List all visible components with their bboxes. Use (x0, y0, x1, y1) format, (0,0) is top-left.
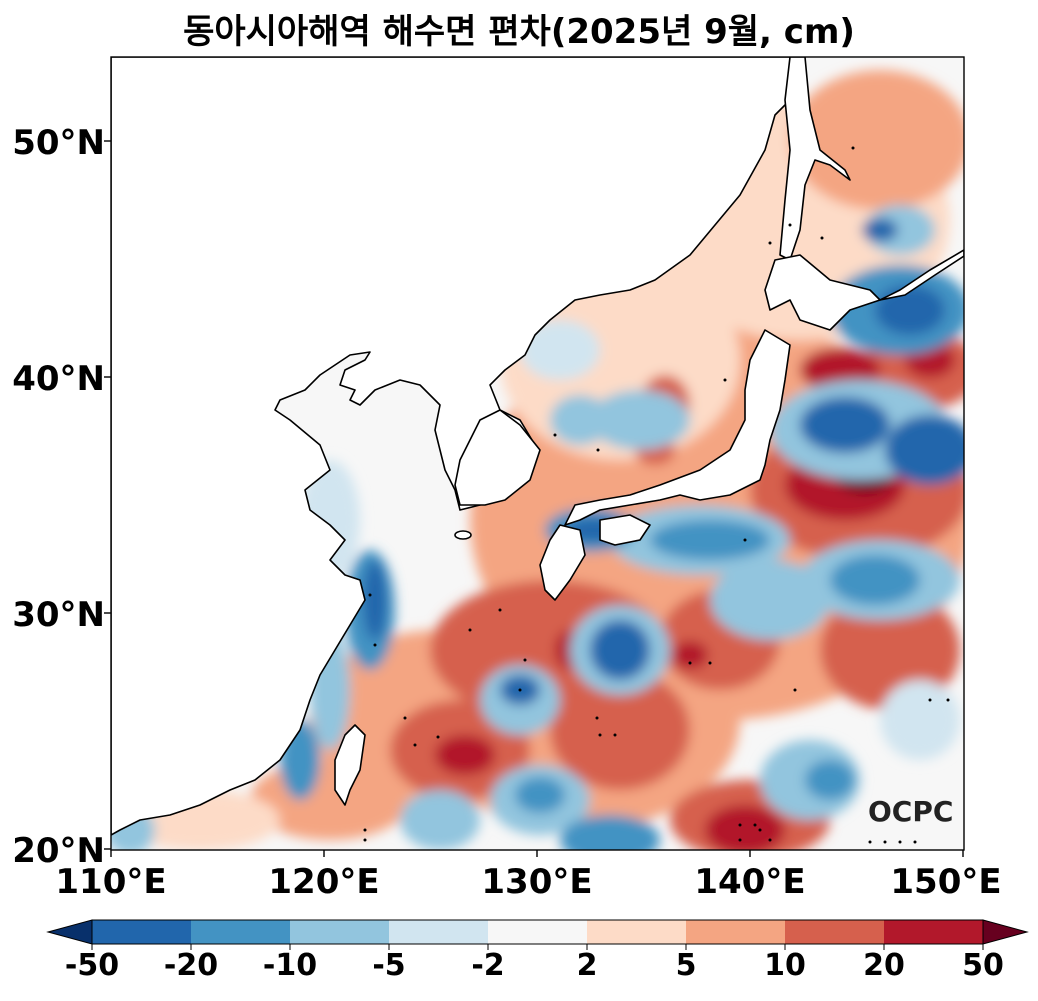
kyushu (539, 524, 586, 601)
lat-label-50n: 50°N (12, 123, 105, 163)
colorbar-bin (191, 920, 290, 944)
shikoku (599, 514, 651, 546)
colorbar-tick-label: -20 (163, 948, 219, 983)
colorbar-bin (785, 920, 884, 944)
ocpc-watermark: OCPC (868, 795, 954, 828)
colorbar-extend-low (46, 919, 93, 945)
colorbar-tick-label: 50 (962, 948, 1004, 983)
colorbar-tick-label: 10 (764, 948, 806, 983)
colorbar-bin (884, 920, 983, 944)
colorbar-tick-label: -50 (64, 948, 120, 983)
small-islands (363, 146, 950, 844)
sakhalin (779, 57, 851, 261)
colorbar-tick-label: 5 (675, 948, 697, 983)
korean-peninsula (454, 409, 541, 506)
lat-label-40n: 40°N (12, 359, 105, 399)
colorbar-tick-label: 2 (576, 948, 598, 983)
axis-ticks (104, 140, 964, 857)
colorbar-bin (92, 920, 191, 944)
hokkaido (764, 254, 881, 331)
asian-continent (111, 57, 791, 836)
colorbar-bin (686, 920, 785, 944)
colorbar-tick-label: -2 (471, 948, 505, 983)
honshu (564, 329, 791, 526)
lon-label-130e: 130°E (481, 862, 593, 902)
lon-label-110e: 110°E (55, 862, 167, 902)
colorbar-extend-high (982, 919, 1029, 945)
lat-label-30n: 30°N (12, 595, 105, 635)
colorbar-bin (587, 920, 686, 944)
taiwan (334, 724, 366, 806)
lat-label-20n: 20°N (12, 831, 105, 871)
lon-label-140e: 140°E (694, 862, 806, 902)
kuril-islands (879, 249, 964, 301)
lon-label-120e: 120°E (268, 862, 380, 902)
lon-label-150e: 150°E (890, 862, 1002, 902)
colorbar-bin (488, 920, 587, 944)
colorbar-bin (290, 920, 389, 944)
map-title: 동아시아해역 해수면 편차(2025년 9월, cm) (183, 12, 855, 52)
jeju-island (454, 530, 472, 540)
colorbar-tick-label: 20 (863, 948, 905, 983)
colorbar-tick-label: -10 (262, 948, 318, 983)
colorbar-bin (389, 920, 488, 944)
land-masses (111, 57, 964, 836)
colorbar-tick-label: -5 (372, 948, 406, 983)
colorbar (46, 919, 1029, 950)
